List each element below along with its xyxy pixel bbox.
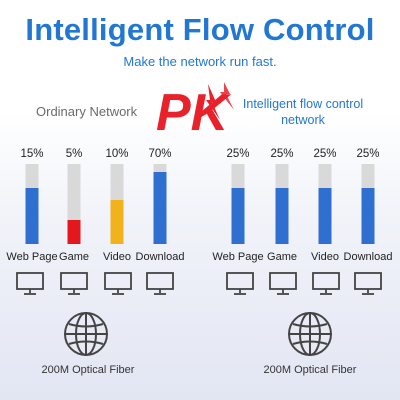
bar-value-label: 25%: [356, 148, 379, 160]
computer-icon: [354, 272, 382, 295]
category-label: Download: [344, 251, 393, 263]
right-fiber-label: 200M Optical Fiber: [263, 364, 357, 376]
bar-fill: [318, 188, 332, 244]
left-fiber-label: 200M Optical Fiber: [41, 364, 135, 376]
bar-fill: [275, 188, 289, 244]
bar-value-label: 70%: [148, 148, 171, 160]
bar-fill: [361, 188, 375, 244]
globe-icon: [64, 312, 108, 356]
bar-fill: [153, 172, 167, 244]
globe-icon: [288, 312, 332, 356]
computer-icon: [226, 272, 254, 295]
chart-area: 15% Web Page 5% Game 10% Video 70% Download 25% W…: [6, 148, 393, 263]
category-label: Video: [311, 251, 339, 263]
category-label: Game: [267, 251, 297, 263]
bar-value-label: 15%: [20, 148, 43, 160]
category-label: Web Page: [6, 251, 57, 263]
category-label: Video: [103, 251, 131, 263]
pk-logo: PK: [156, 82, 234, 140]
computer-icon: [16, 272, 44, 295]
computer-icon: [146, 272, 174, 295]
lightning-icon: [206, 84, 220, 120]
computer-icon: [312, 272, 340, 295]
computer-icon: [60, 272, 88, 295]
bar-value-label: 25%: [226, 148, 249, 160]
spark-icon: [220, 82, 234, 110]
bar-fill: [231, 188, 245, 244]
category-label: Game: [59, 251, 89, 263]
bar-fill: [110, 200, 124, 244]
ordinary-network-heading: Ordinary Network: [36, 104, 138, 119]
intelligent-network-heading: Intelligent flow control network: [242, 97, 364, 127]
category-label: Web Page: [212, 251, 263, 263]
bar-value-label: 25%: [270, 148, 293, 160]
computer-icon: [269, 272, 297, 295]
pk-logo-text: PK: [156, 84, 232, 140]
bar-value-label: 5%: [66, 148, 83, 160]
bar-value-label: 25%: [313, 148, 336, 160]
page-title: Intelligent Flow Control: [25, 12, 375, 47]
bar-value-label: 10%: [105, 148, 128, 160]
computer-icon: [104, 272, 132, 295]
page-subtitle: Make the network run fast.: [123, 54, 277, 69]
category-label: Download: [136, 251, 185, 263]
bar-fill: [67, 220, 81, 244]
bar-fill: [25, 188, 39, 244]
